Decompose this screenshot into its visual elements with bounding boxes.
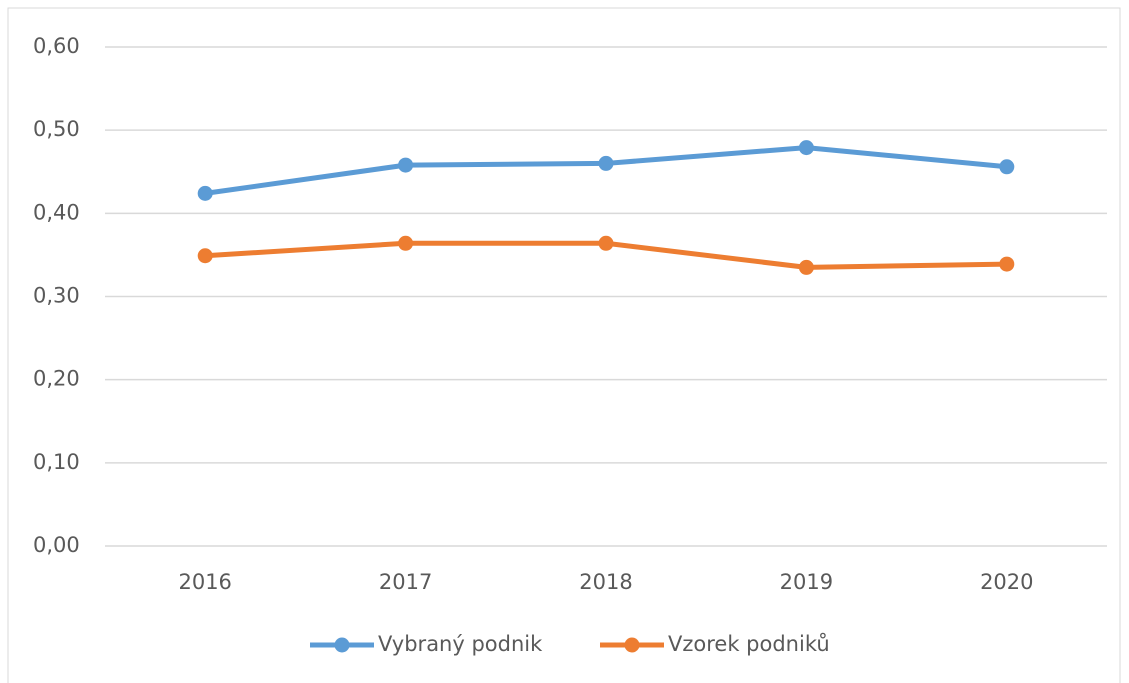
chart-frame xyxy=(7,7,1121,683)
x-tick-label: 2017 xyxy=(379,570,432,594)
point xyxy=(598,155,614,171)
point xyxy=(798,140,814,156)
legend-marker xyxy=(334,637,350,653)
point xyxy=(598,235,614,251)
point xyxy=(999,159,1015,175)
y-tick-label: 0,50 xyxy=(33,117,80,141)
y-tick-label: 0,40 xyxy=(33,200,80,224)
y-tick-label: 0,30 xyxy=(33,284,80,308)
point xyxy=(798,259,814,275)
legend-marker xyxy=(624,637,640,653)
y-tick-label: 0,20 xyxy=(33,367,80,391)
x-tick-label: 2016 xyxy=(178,570,231,594)
x-tick-label: 2019 xyxy=(780,570,833,594)
point xyxy=(999,256,1015,272)
y-tick-label: 0,00 xyxy=(33,533,80,557)
point xyxy=(398,157,414,173)
legend-label: Vzorek podniků xyxy=(668,632,830,656)
y-tick-label: 0,10 xyxy=(33,450,80,474)
legend-label: Vybraný podnik xyxy=(378,632,543,656)
y-tick-label: 0,60 xyxy=(33,34,80,58)
x-tick-label: 2018 xyxy=(579,570,632,594)
point xyxy=(197,185,213,201)
point xyxy=(197,248,213,264)
point xyxy=(398,235,414,251)
x-tick-label: 2020 xyxy=(980,570,1033,594)
